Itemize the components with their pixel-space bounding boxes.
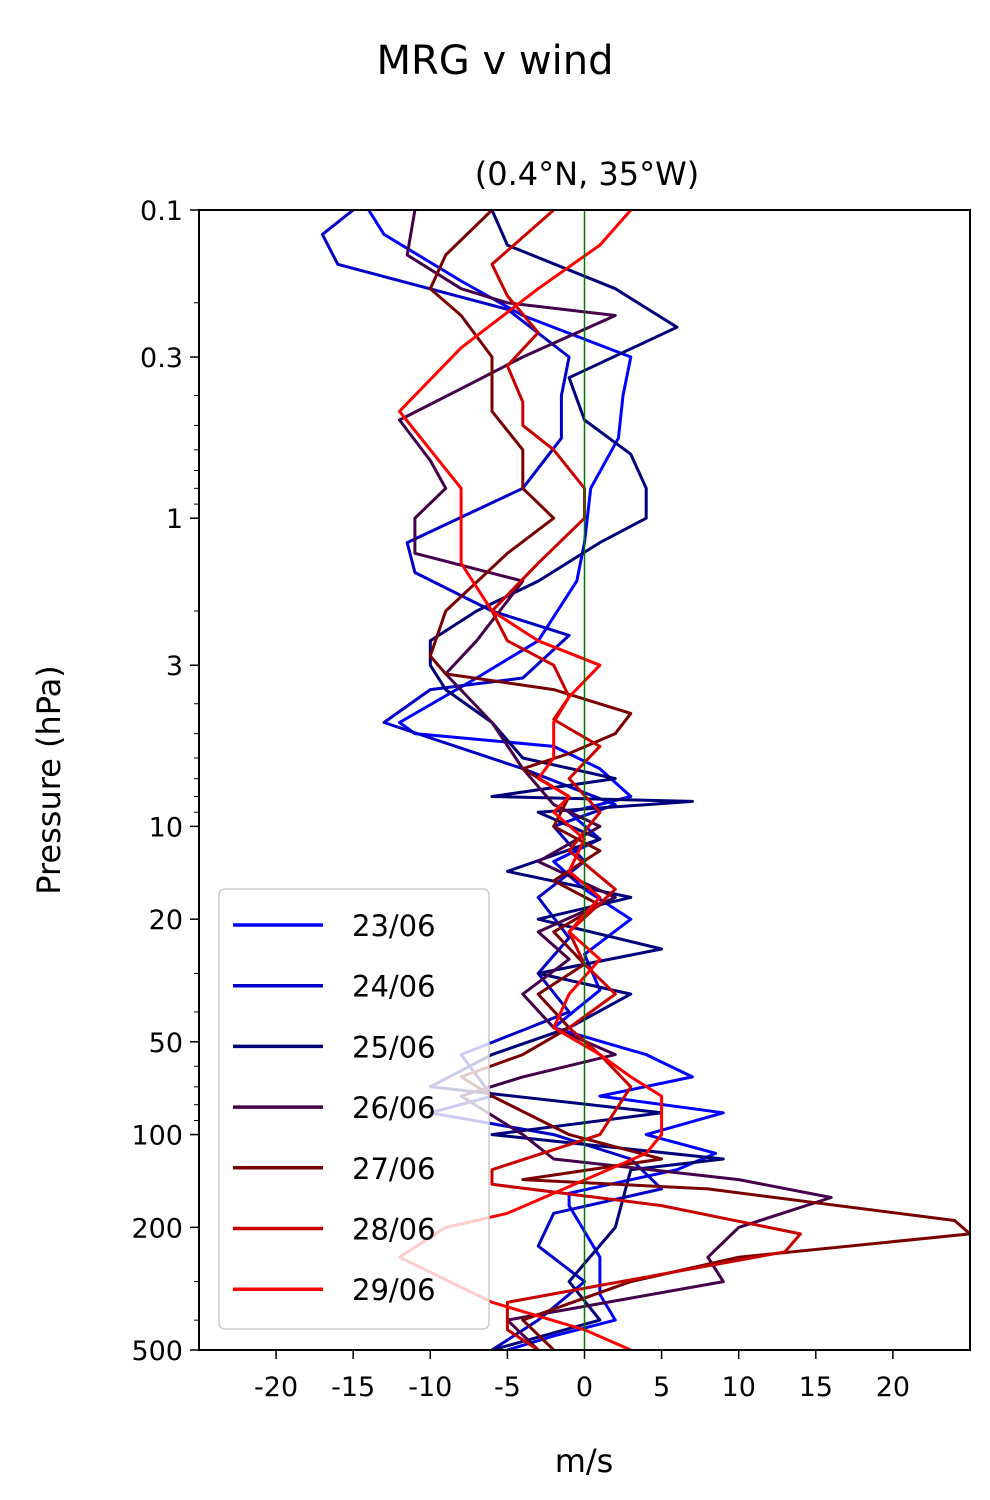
y-tick-label: 1 (166, 504, 183, 535)
x-tick-label: -5 (494, 1372, 521, 1403)
x-axis-label: m/s (555, 1442, 614, 1480)
legend-label: 26/06 (352, 1091, 436, 1125)
legend-label: 24/06 (352, 970, 436, 1004)
legend-label: 28/06 (352, 1213, 436, 1247)
y-tick-label: 100 (131, 1121, 183, 1152)
x-tick-label: 15 (799, 1372, 833, 1403)
x-tick-label: -20 (254, 1372, 298, 1403)
x-tick-label: 0 (576, 1372, 593, 1403)
chart-subtitle: (0.4°N, 35°W) (475, 155, 700, 193)
y-tick-label: 500 (131, 1336, 183, 1367)
legend-label: 27/06 (352, 1152, 436, 1186)
x-tick-label: -15 (331, 1372, 375, 1403)
series-line-26/06 (398, 210, 833, 1350)
x-axis: -20 -15 -10 -5 0 5 10 15 20 (254, 1350, 910, 1403)
y-axis-label: Pressure (hPa) (30, 665, 68, 895)
plot-area (320, 210, 970, 1350)
chart-title: MRG v wind (377, 38, 614, 84)
y-tick-label: 10 (149, 812, 183, 843)
x-tick-label: 10 (722, 1372, 756, 1403)
x-tick-label: 20 (876, 1372, 910, 1403)
legend-label: 23/06 (352, 909, 436, 943)
series-line-23/06 (367, 210, 725, 1350)
y-tick-label: 200 (131, 1213, 183, 1244)
legend-frame (218, 888, 490, 1330)
y-tick-label: 3 (166, 651, 183, 682)
legend-label: 25/06 (352, 1030, 436, 1064)
series-line-27/06 (428, 210, 970, 1350)
legend-label: 29/06 (352, 1273, 436, 1307)
series-line-25/06 (428, 210, 725, 1350)
x-tick-label: 5 (653, 1372, 670, 1403)
series-line-29/06 (398, 210, 664, 1350)
y-tick-label: 0.1 (140, 196, 183, 227)
y-tick-label: 0.3 (140, 343, 183, 374)
y-tick-label: 20 (149, 905, 183, 936)
y-axis: 0.1 0.3 1 3 10 20 50 100 200 500 (131, 196, 199, 1367)
legend: 23/06 24/06 25/06 26/06 27/06 28/06 29/06 (218, 888, 490, 1330)
y-tick-label: 50 (149, 1028, 183, 1059)
x-tick-label: -10 (408, 1372, 452, 1403)
